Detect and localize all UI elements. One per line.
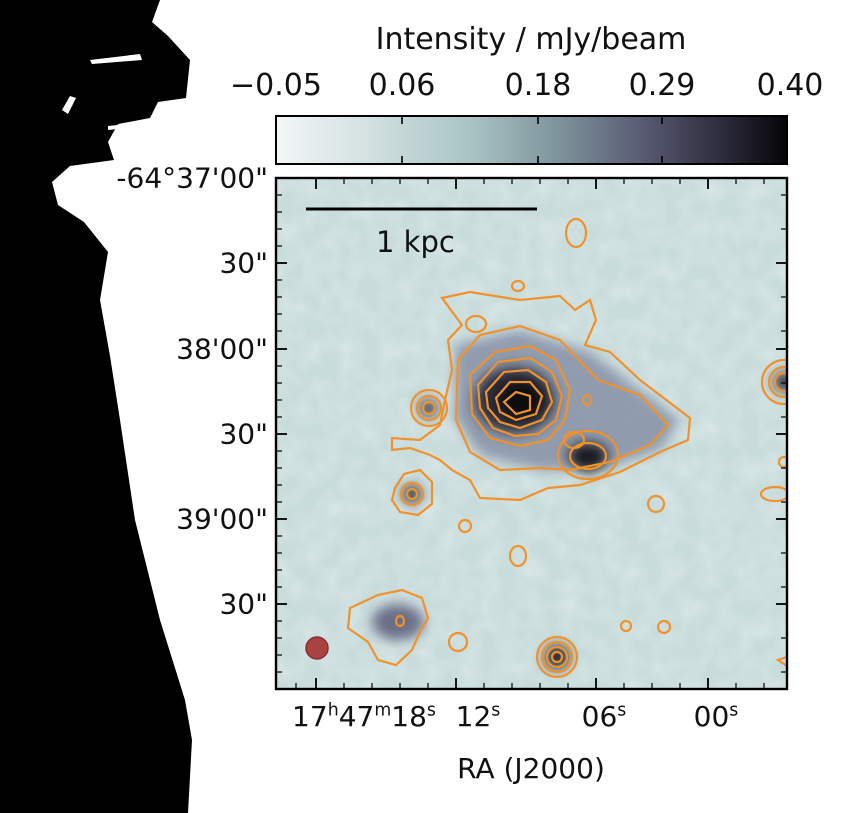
dec-tick-label: -64°37'00" (116, 161, 268, 195)
colorbar-tick-label: 0.18 (504, 68, 572, 103)
colorbar-tick-label: 0.29 (628, 68, 696, 103)
ra-tick-label: 00s (693, 700, 739, 733)
map-frame (274, 176, 789, 691)
contours (346, 217, 787, 679)
colorbar (275, 115, 788, 165)
colorbar-gradient (275, 115, 788, 165)
ra-tick-label: 06s (581, 700, 627, 733)
dec-tick-label: 30" (219, 246, 268, 280)
ra-tick-label: 17h47m18s (292, 700, 436, 733)
colorbar-tick-label: 0.06 (368, 68, 436, 103)
dec-tick-label: 38'00" (176, 332, 268, 366)
beam-marker (305, 636, 329, 660)
ra-tick-label: 12s (455, 700, 501, 733)
scale-bar-label: 1 kpc (376, 225, 455, 259)
colorbar-tick-label: −0.05 (230, 68, 322, 103)
dec-tick-label: 30" (219, 417, 268, 451)
colorbar-tick-label: 0.40 (756, 68, 824, 103)
dec-tick-label: 30" (219, 587, 268, 621)
colorbar-title: Intensity / mJy/beam (375, 22, 687, 57)
x-axis-title: RA (J2000) (457, 752, 605, 785)
dec-tick-label: 39'00" (176, 502, 268, 536)
radio-map (276, 178, 787, 689)
